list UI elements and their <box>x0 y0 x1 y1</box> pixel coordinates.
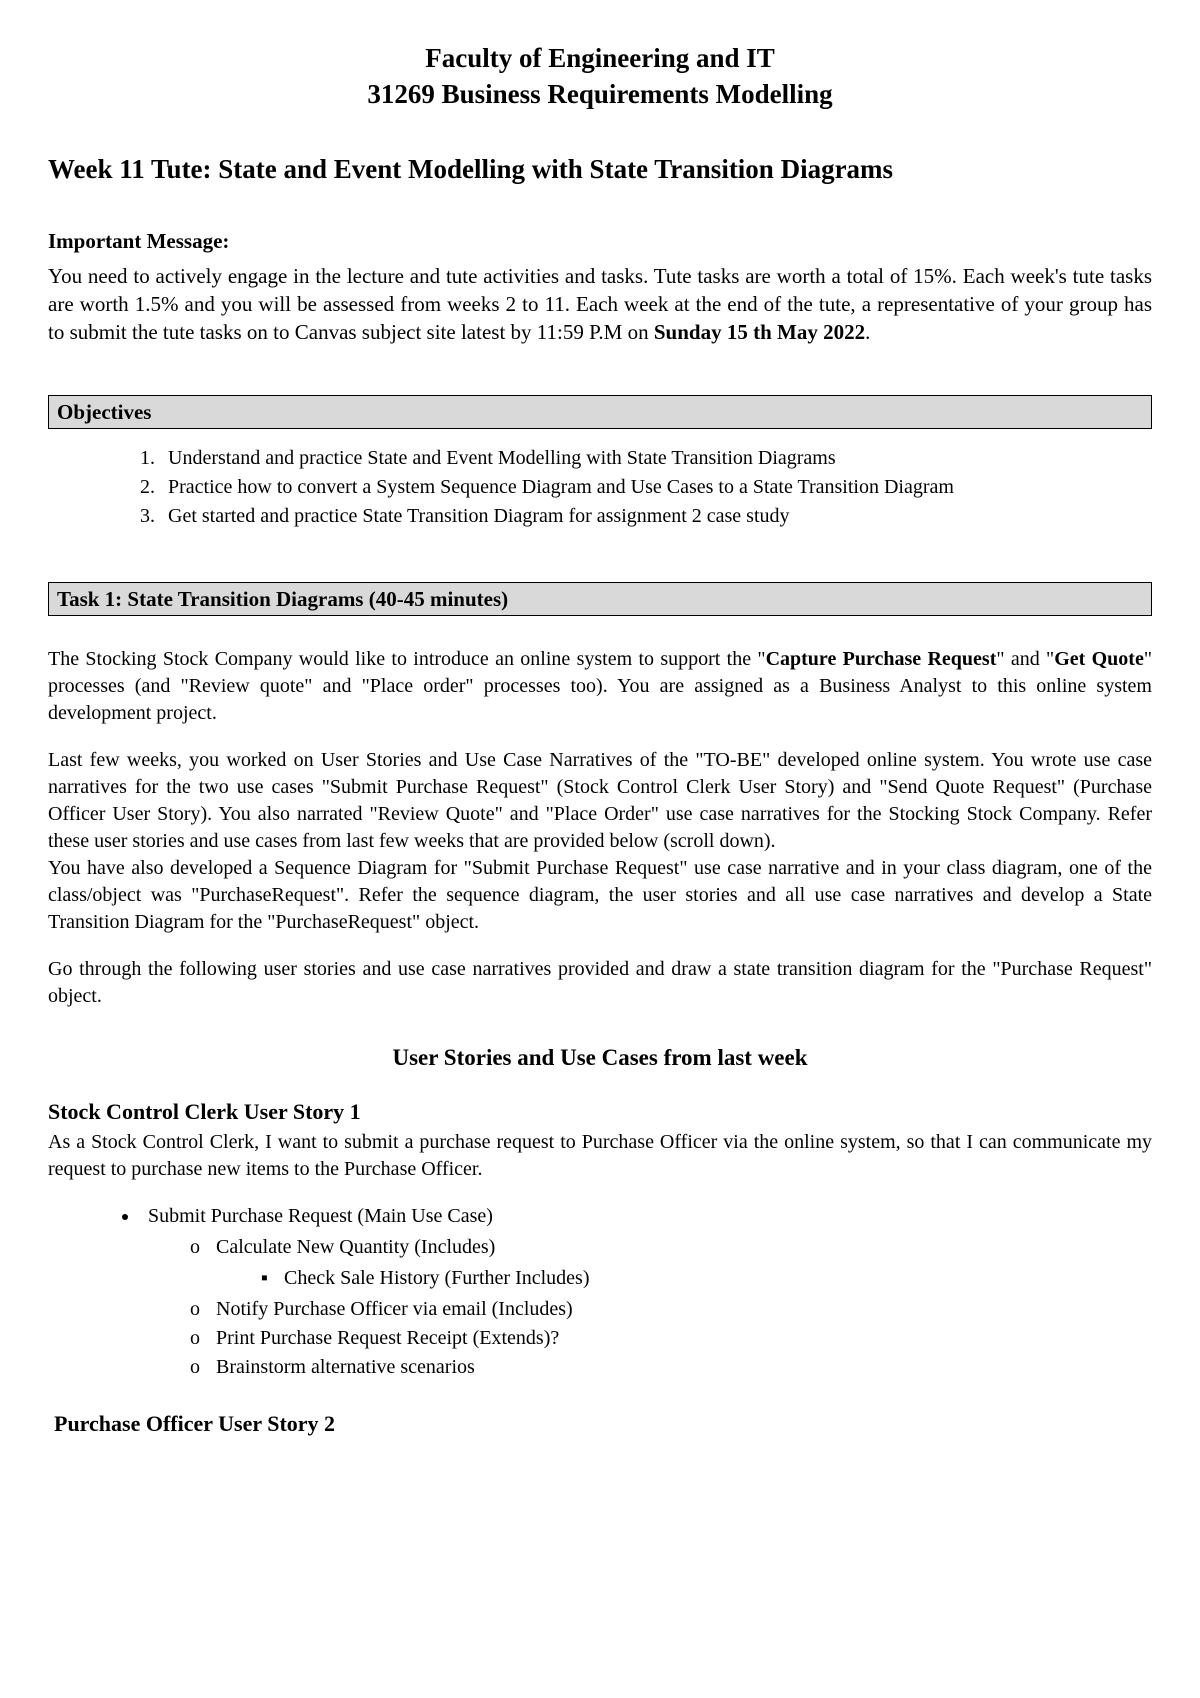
important-message-body: You need to actively engage in the lectu… <box>48 262 1152 347</box>
sub-usecase-label: Calculate New Quantity (Includes) <box>216 1236 495 1258</box>
task1-p1-b1: Capture Purchase Request <box>766 648 997 670</box>
sub-usecase-item: Notify Purchase Officer via email (Inclu… <box>210 1296 1152 1323</box>
main-usecase-label: Submit Purchase Request (Main Use Case) <box>148 1205 493 1227</box>
objective-item: Practice how to convert a System Sequenc… <box>160 474 1152 501</box>
course-line: 31269 Business Requirements Modelling <box>48 76 1152 112</box>
important-text-pre: You need to actively engage in the lectu… <box>48 264 1152 345</box>
important-deadline: Sunday 15 th May 2022 <box>654 320 865 344</box>
main-usecase-item: Submit Purchase Request (Main Use Case) … <box>140 1203 1152 1381</box>
user-stories-subtitle: User Stories and Use Cases from last wee… <box>48 1042 1152 1073</box>
objectives-list: Understand and practice State and Event … <box>160 445 1152 530</box>
objective-item: Understand and practice State and Event … <box>160 445 1152 472</box>
task1-p1-pre: The Stocking Stock Company would like to… <box>48 648 766 670</box>
story1-usecase-list: Submit Purchase Request (Main Use Case) … <box>140 1203 1152 1381</box>
subsub-usecase-list: Check Sale History (Further Includes) <box>278 1265 1152 1292</box>
task1-p1-b2: Get Quote <box>1054 648 1144 670</box>
task1-para3: You have also developed a Sequence Diagr… <box>48 855 1152 936</box>
task1-para4: Go through the following user stories an… <box>48 956 1152 1010</box>
subsub-usecase-item: Check Sale History (Further Includes) <box>278 1265 1152 1292</box>
faculty-line: Faculty of Engineering and IT <box>48 40 1152 76</box>
task1-header: Task 1: State Transition Diagrams (40-45… <box>48 582 1152 616</box>
important-label: Important Message: <box>48 227 1152 255</box>
story2-heading: Purchase Officer User Story 2 <box>54 1409 1152 1439</box>
story1-body: As a Stock Control Clerk, I want to subm… <box>48 1129 1152 1183</box>
sub-usecase-item: Print Purchase Request Receipt (Extends)… <box>210 1325 1152 1352</box>
sub-usecase-item: Calculate New Quantity (Includes) Check … <box>210 1234 1152 1292</box>
task1-p1-mid: " and " <box>996 648 1054 670</box>
sub-usecase-item: Brainstorm alternative scenarios <box>210 1354 1152 1381</box>
important-text-post: . <box>865 320 870 344</box>
story1-heading: Stock Control Clerk User Story 1 <box>48 1097 1152 1127</box>
task1-para1: The Stocking Stock Company would like to… <box>48 646 1152 727</box>
sub-usecase-list: Calculate New Quantity (Includes) Check … <box>210 1234 1152 1381</box>
week-title: Week 11 Tute: State and Event Modelling … <box>48 151 1152 187</box>
task1-para2: Last few weeks, you worked on User Stori… <box>48 747 1152 855</box>
objective-item: Get started and practice State Transitio… <box>160 503 1152 530</box>
document-header: Faculty of Engineering and IT 31269 Busi… <box>48 40 1152 113</box>
objectives-header: Objectives <box>48 395 1152 429</box>
